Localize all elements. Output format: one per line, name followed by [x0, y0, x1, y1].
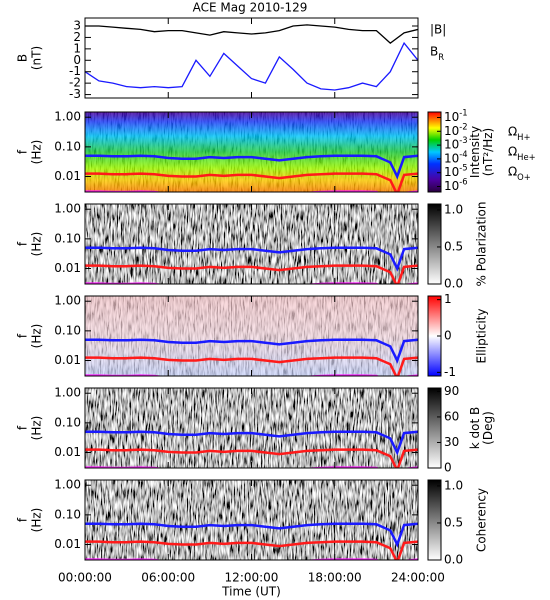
y-tick-label: 0.01	[54, 169, 81, 183]
plot-area	[85, 296, 418, 376]
colorbar-tick-label: 0	[444, 461, 452, 475]
y-tick-label: 0.10	[54, 507, 81, 521]
gyrofrequency-line	[85, 522, 418, 548]
colorbar-tick-label: 1	[444, 292, 452, 306]
y-tick-label: 1.00	[54, 110, 81, 124]
plot-area	[85, 388, 418, 468]
y-axis-label: (Hz)	[30, 232, 44, 257]
plot-area	[85, 112, 418, 192]
y-tick-label: -2	[69, 76, 81, 90]
y-tick-label: 1.00	[54, 202, 81, 216]
spectrogram-texture	[85, 204, 418, 284]
y-axis-label: f	[16, 333, 30, 338]
gyrofrequency-line	[85, 172, 418, 192]
colorbar-tick-label: 10-6	[444, 176, 468, 193]
y-tick-label: 0.01	[54, 445, 81, 459]
plot-area	[85, 204, 418, 284]
x-tick-label: 00:00:00	[58, 571, 112, 585]
legend-entry: ΩHe+	[508, 145, 536, 162]
y-axis-label: (Hz)	[30, 508, 44, 533]
y-axis-label: f	[16, 425, 30, 430]
x-tick-label: 18:00:00	[308, 571, 362, 585]
line	[85, 24, 418, 44]
colorbar-tick-label: 0.0	[444, 277, 463, 291]
spectrogram-texture	[85, 296, 418, 376]
y-tick-label: 0.10	[54, 231, 81, 245]
legend-entry: ΩO+	[508, 165, 531, 182]
gyrofrequency-line	[85, 338, 418, 364]
x-tick-label: 24:00:00	[391, 571, 445, 585]
chart-title: ACE Mag 2010-129	[193, 1, 308, 15]
colorbar	[427, 203, 442, 285]
legend-entry: BR	[430, 45, 444, 62]
legend-entry: ΩH+	[508, 125, 531, 142]
plot-area	[85, 480, 418, 560]
colorbar-tick-label: 0.0	[444, 553, 463, 567]
x-tick-label: 06:00:00	[141, 571, 195, 585]
y-tick-label: 3	[73, 19, 81, 33]
colorbar	[427, 387, 442, 469]
y-axis-label: (Hz)	[30, 416, 44, 441]
y-tick-label: 0.01	[54, 353, 81, 367]
colorbar-label: % Polarization	[475, 202, 489, 287]
y-axis-label: (Hz)	[30, 324, 44, 349]
gyrofrequency-line	[85, 246, 418, 272]
colorbar-label: (Deg)	[481, 411, 495, 445]
y-tick-label: 1.00	[54, 478, 81, 492]
colorbar-label: k dot B	[468, 407, 482, 449]
y-tick-label: 0.01	[54, 261, 81, 275]
line	[85, 41, 418, 91]
y-tick-label: 0.01	[54, 537, 81, 551]
colorbar-tick-label: -1	[444, 365, 456, 379]
y-tick-label: 0	[73, 53, 81, 67]
gyrofrequency-line	[85, 430, 418, 456]
y-tick-label: 1	[73, 41, 81, 55]
colorbar-label: Coherency	[475, 488, 489, 552]
y-tick-label: 0.10	[54, 139, 81, 153]
plot-area	[85, 24, 418, 91]
gyrofrequency-line	[85, 154, 418, 180]
colorbar-tick-label: 60	[444, 409, 459, 423]
colorbar-label: Intensity	[468, 126, 482, 178]
colorbar-tick-label: 0.5	[444, 239, 463, 253]
colorbar-tick-label: 1.0	[444, 478, 463, 492]
spectrogram-texture	[85, 112, 418, 192]
gyrofrequency-line	[85, 448, 418, 468]
colorbar-tick-label: 0.5	[444, 515, 463, 529]
colorbar-tick-label: 90	[444, 384, 459, 398]
y-tick-label: 1.00	[54, 294, 81, 308]
gyrofrequency-line	[85, 540, 418, 560]
spectrogram-texture	[85, 388, 418, 468]
colorbar-label: Ellipticity	[475, 309, 489, 364]
legend-entry: |B|	[430, 23, 446, 37]
x-tick-label: 12:00:00	[225, 571, 279, 585]
spectrogram-texture	[85, 480, 418, 560]
y-axis-label: f	[16, 149, 30, 154]
x-axis-label: Time (UT)	[221, 585, 281, 599]
colorbar-label: (nT²/Hz)	[481, 128, 495, 176]
y-axis-label: f	[16, 241, 30, 246]
colorbar	[427, 479, 442, 561]
y-axis-label: B	[16, 54, 30, 62]
y-tick-label: -1	[69, 64, 81, 78]
y-tick-label: 0.10	[54, 415, 81, 429]
y-tick-label: 0.10	[54, 323, 81, 337]
gyrofrequency-line	[85, 356, 418, 376]
colorbar-tick-label: 1.0	[444, 202, 463, 216]
y-axis-label: (Hz)	[30, 140, 44, 165]
y-axis-label: f	[16, 517, 30, 522]
colorbar-tick-label: 30	[444, 435, 459, 449]
gyrofrequency-line	[85, 264, 418, 284]
colorbar-tick-label: 0	[444, 329, 452, 343]
colorbar	[427, 111, 442, 193]
y-tick-label: 2	[73, 30, 81, 44]
y-tick-label: -3	[69, 87, 81, 101]
y-tick-label: 1.00	[54, 386, 81, 400]
y-axis-label: (nT)	[30, 46, 44, 70]
